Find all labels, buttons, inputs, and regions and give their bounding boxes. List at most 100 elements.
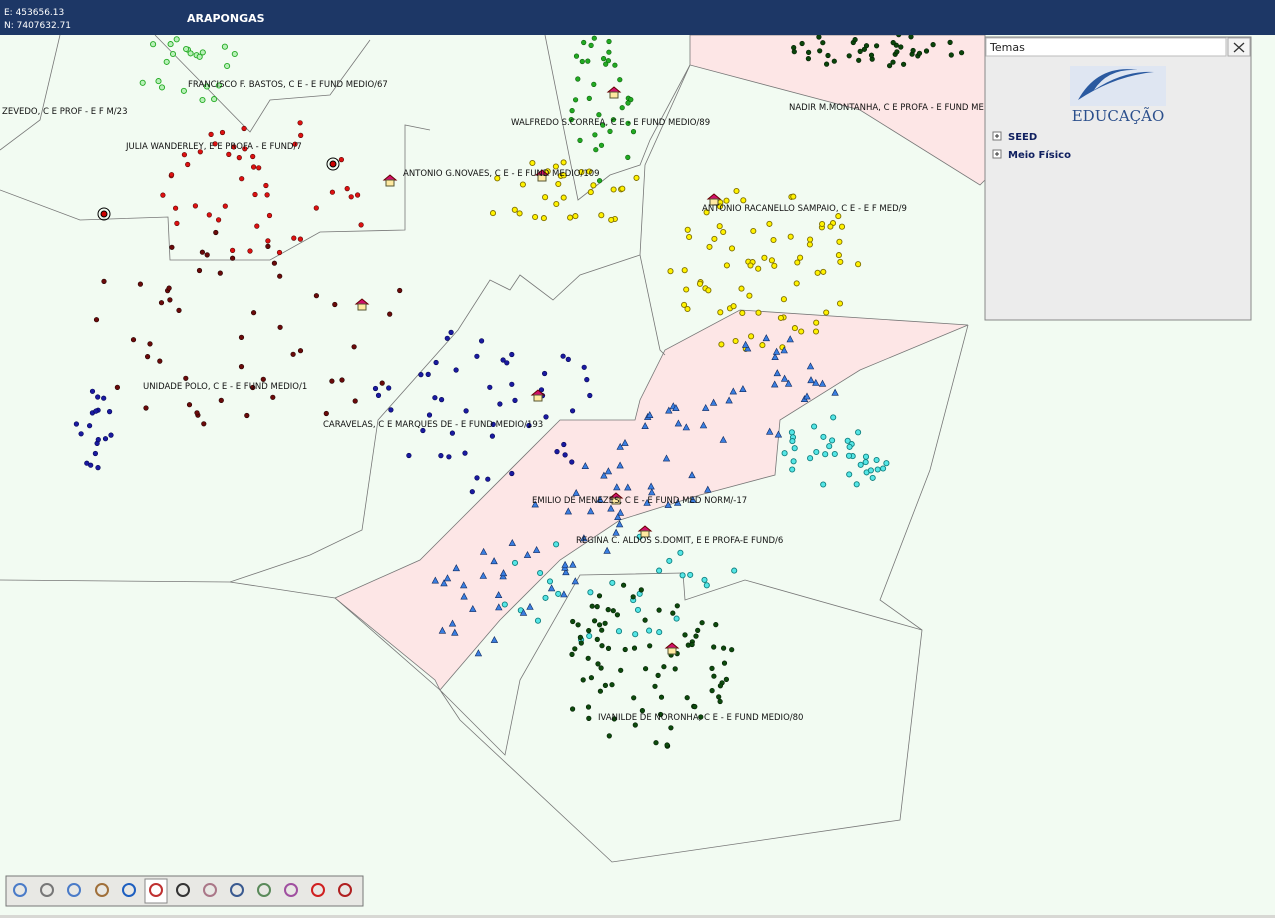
- tool-button[interactable]: [253, 879, 275, 903]
- student-point: [86, 423, 93, 429]
- student-point: [587, 589, 594, 596]
- tool-button[interactable]: [63, 879, 85, 903]
- school-label: REGINA C. ALDOS S.DOMIT, E E PROFA-E FUN…: [576, 536, 783, 546]
- student-point: [656, 629, 663, 636]
- student-point: [355, 192, 361, 198]
- student-point: [420, 427, 426, 434]
- student-point: [720, 645, 727, 651]
- student-point: [596, 622, 603, 628]
- student-point: [581, 364, 587, 370]
- student-point: [508, 538, 516, 546]
- student-point: [677, 549, 684, 556]
- student-point: [222, 203, 228, 209]
- student-point: [460, 592, 468, 600]
- student-point: [432, 395, 438, 401]
- tool-icon: [40, 883, 54, 897]
- student-point: [580, 677, 586, 683]
- tool-button[interactable]: [199, 879, 221, 903]
- student-point: [604, 467, 613, 475]
- student-point: [519, 608, 528, 616]
- school-house: [533, 394, 543, 402]
- tree-item[interactable]: Meio Físico: [1008, 149, 1071, 161]
- student-point: [647, 482, 655, 490]
- tool-button[interactable]: [226, 879, 248, 903]
- tool-button[interactable]: [144, 878, 168, 904]
- student-point: [844, 437, 851, 444]
- student-point: [646, 411, 654, 418]
- tool-button[interactable]: [9, 879, 31, 903]
- student-point: [791, 44, 797, 51]
- student-point: [631, 695, 637, 701]
- student-point: [898, 44, 904, 50]
- student-point: [581, 462, 589, 469]
- student-point: [619, 105, 625, 111]
- student-point: [277, 273, 283, 279]
- student-point: [642, 666, 649, 672]
- student-point: [446, 454, 452, 460]
- student-point: [591, 35, 597, 41]
- student-point: [862, 459, 869, 466]
- student-point: [791, 325, 798, 332]
- student-point: [323, 410, 329, 417]
- student-point: [717, 698, 723, 705]
- tool-button[interactable]: [172, 879, 194, 903]
- student-point: [494, 591, 503, 598]
- student-point: [613, 483, 621, 491]
- tool-button[interactable]: [334, 879, 356, 903]
- logo-text: EDUCAÇÃO: [1072, 107, 1165, 125]
- student-point: [562, 568, 570, 576]
- student-point: [615, 520, 624, 528]
- student-point: [560, 172, 567, 179]
- student-point: [84, 460, 90, 466]
- student-point: [238, 364, 245, 370]
- student-point: [95, 465, 101, 471]
- student-point: [616, 442, 624, 450]
- tool-button[interactable]: [280, 879, 302, 903]
- student-point: [226, 151, 232, 157]
- panel-titlebar: [985, 37, 1227, 57]
- student-point: [684, 226, 691, 233]
- school-label: CARAVELAS, C E MARQUES DE - E FUND MEDIO…: [323, 420, 543, 430]
- student-point: [509, 351, 515, 358]
- student-point: [585, 704, 592, 710]
- student-point: [820, 481, 827, 488]
- student-point: [217, 270, 223, 276]
- student-point: [729, 647, 735, 653]
- school-label: IVANILDE DE NORONHA, C E - E FUND MEDIO/…: [598, 713, 803, 723]
- student-point: [344, 186, 350, 192]
- student-point: [791, 445, 798, 452]
- school-label: ZEVEDO, C E PROF - E F M/23: [2, 107, 128, 117]
- student-point: [252, 191, 258, 198]
- student-point: [797, 254, 804, 261]
- student-point: [755, 309, 762, 316]
- student-point: [244, 412, 250, 419]
- tree-item[interactable]: SEED: [1008, 132, 1037, 143]
- student-point: [628, 96, 634, 103]
- student-point: [251, 310, 257, 316]
- student-point: [542, 194, 549, 201]
- tool-button[interactable]: [118, 879, 140, 903]
- student-point: [620, 582, 627, 588]
- tool-icon: [257, 883, 271, 897]
- student-point: [569, 706, 576, 712]
- student-point: [474, 649, 483, 657]
- student-point: [642, 617, 648, 623]
- student-point: [609, 579, 616, 586]
- tool-button[interactable]: [91, 879, 113, 903]
- student-point: [766, 220, 773, 227]
- student-point: [463, 408, 469, 414]
- tool-button[interactable]: [36, 879, 58, 903]
- student-point: [238, 334, 245, 341]
- student-point: [332, 301, 338, 308]
- tool-button[interactable]: [307, 879, 329, 903]
- student-point: [572, 488, 580, 496]
- student-point: [633, 174, 640, 181]
- student-point: [511, 206, 518, 213]
- tool-icon: [338, 883, 352, 897]
- student-point: [592, 132, 598, 138]
- student-point: [610, 608, 616, 614]
- student-point: [276, 249, 283, 256]
- target: [326, 157, 340, 171]
- school-label: FRANCISCO F. BASTOS, C E - E FUND MEDIO/…: [188, 80, 388, 90]
- student-point: [529, 159, 536, 167]
